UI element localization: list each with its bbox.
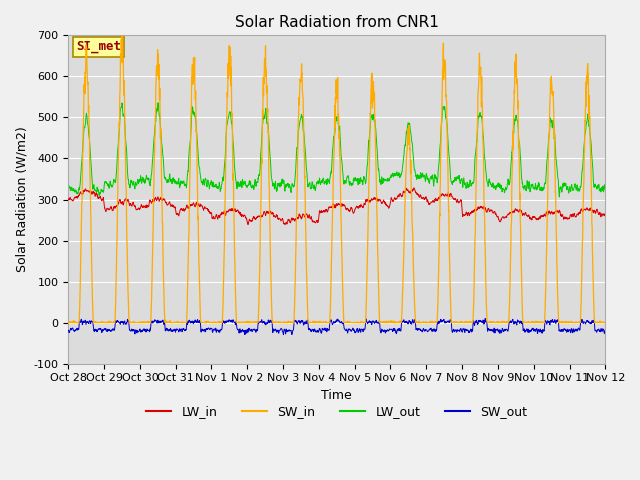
LW_out (602, 187, 609, 192)
SW_out (570, 326, 577, 332)
LW_in (554, 210, 562, 216)
SW_in (493, 319, 500, 325)
SW_in (364, 223, 372, 229)
Y-axis label: Solar Radiation (W/m2): Solar Radiation (W/m2) (15, 127, 28, 273)
Line: SW_out: SW_out (68, 319, 605, 335)
SW_in (569, 320, 577, 325)
SW_out (65, 327, 72, 333)
X-axis label: Time: Time (321, 389, 352, 402)
SW_out (493, 327, 501, 333)
SW_in (353, 320, 360, 325)
LW_in (65, 196, 72, 202)
LW_out (353, 178, 360, 183)
LW_out (65, 181, 72, 187)
LW_out (554, 176, 562, 182)
Text: SI_met: SI_met (76, 40, 122, 53)
LW_out (493, 182, 500, 188)
SW_out (214, 327, 222, 333)
LW_out (154, 100, 162, 106)
SW_out (364, 320, 372, 325)
Line: LW_out: LW_out (68, 103, 605, 197)
SW_out (280, 332, 287, 337)
LW_in (493, 214, 501, 220)
LW_out (570, 187, 577, 193)
LW_out (556, 194, 563, 200)
LW_in (282, 222, 289, 228)
SW_out (554, 317, 562, 323)
SW_out (353, 328, 360, 334)
Legend: LW_in, SW_in, LW_out, SW_out: LW_in, SW_in, LW_out, SW_out (141, 400, 532, 423)
Line: SW_in: SW_in (68, 33, 605, 323)
SW_out (602, 331, 609, 336)
SW_in (65, 320, 72, 325)
SW_out (481, 316, 489, 322)
LW_in (602, 212, 609, 217)
SW_in (214, 319, 222, 325)
SW_in (554, 305, 562, 311)
LW_out (364, 150, 372, 156)
Line: LW_in: LW_in (68, 188, 605, 225)
LW_in (353, 204, 360, 209)
LW_out (214, 185, 222, 191)
LW_in (570, 213, 577, 218)
SW_in (602, 320, 609, 325)
LW_in (410, 185, 418, 191)
Title: Solar Radiation from CNR1: Solar Radiation from CNR1 (235, 15, 439, 30)
LW_in (364, 197, 372, 203)
LW_in (214, 216, 222, 221)
SW_in (118, 30, 125, 36)
